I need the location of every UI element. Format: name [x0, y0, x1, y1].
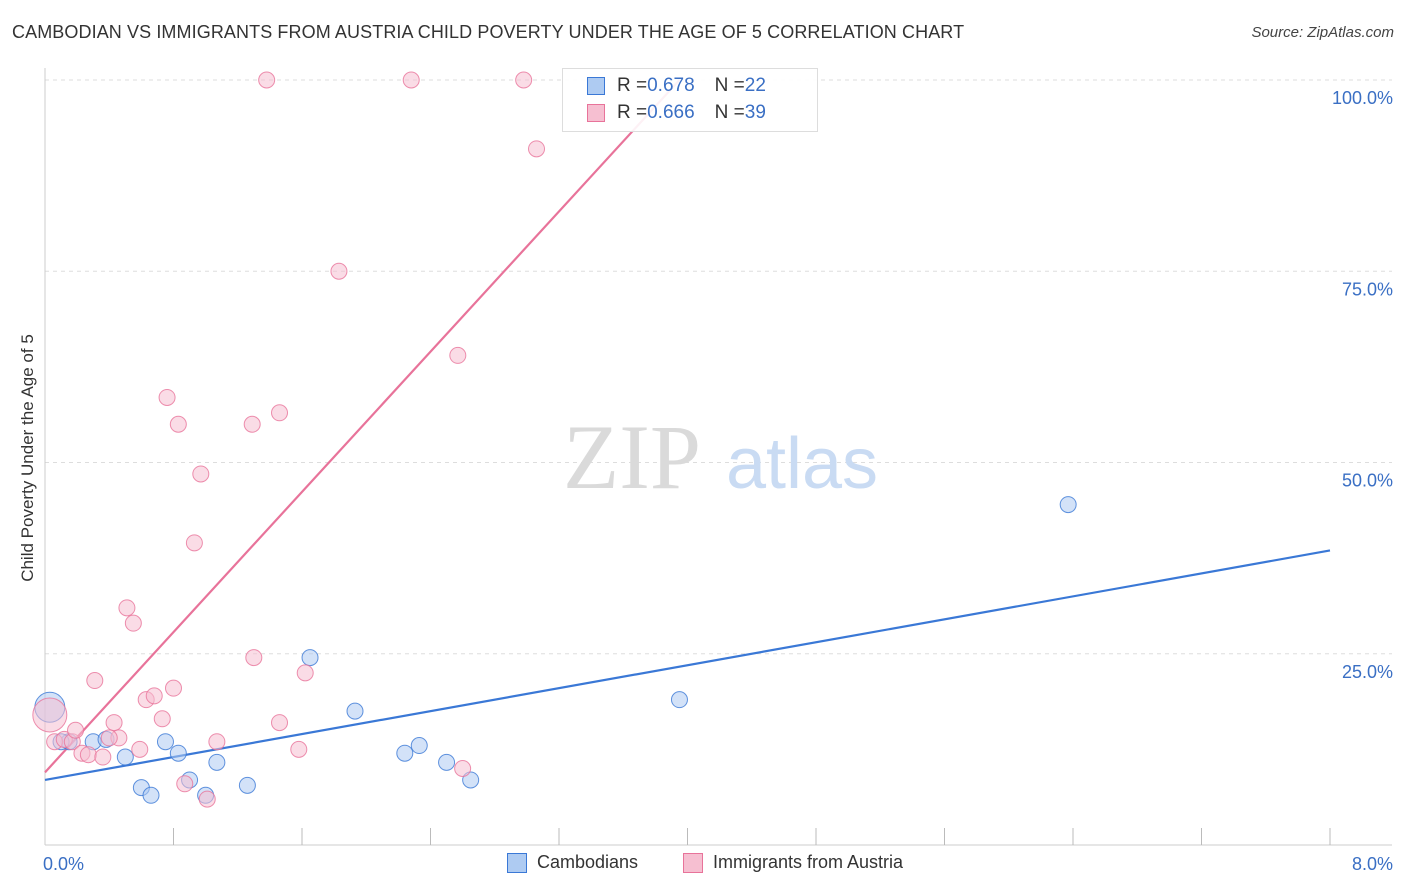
austria-point	[32, 697, 68, 733]
austria-point	[176, 775, 194, 793]
cambodians-point	[396, 744, 414, 762]
cambodians-point	[301, 649, 319, 667]
austria-point	[94, 748, 112, 766]
austria-point	[198, 790, 216, 808]
austria-point	[258, 71, 276, 89]
austria-point	[100, 729, 118, 747]
cambodians-point	[169, 744, 187, 762]
chart-title: CAMBODIAN VS IMMIGRANTS FROM AUSTRIA CHI…	[12, 22, 965, 42]
r-value: 0.678	[647, 75, 695, 96]
legend-item-austria[interactable]: Immigrants from Austria	[683, 852, 903, 873]
austria-point	[290, 740, 308, 758]
watermark-zip: ZIP	[563, 406, 701, 508]
cambodians-point	[346, 702, 364, 720]
cambodians-swatch	[587, 77, 605, 95]
grid-lines	[45, 79, 1392, 655]
y-tick-label: 50.0%	[1342, 471, 1393, 491]
austria-legend-swatch	[683, 852, 703, 873]
austria-point	[67, 721, 85, 739]
cambodians-trend-line	[44, 549, 1331, 782]
austria-point	[169, 415, 187, 433]
cambodians-point	[670, 691, 688, 709]
n-label: N =	[714, 75, 745, 96]
austria-point	[192, 465, 210, 483]
austria-point	[271, 404, 289, 422]
austria-point	[271, 714, 289, 732]
austria-point	[454, 760, 472, 777]
chart-source: Source: ZipAtlas.com	[1251, 24, 1394, 41]
tick-labels: 25.0% 50.0% 75.0% 100.0% 0.0% 8.0%	[43, 88, 1393, 874]
trend-lines	[44, 79, 1331, 782]
austria-point	[118, 599, 136, 617]
cambodians-point	[156, 733, 174, 751]
watermark: ZIP atlas	[563, 406, 878, 508]
stats-legend: R = 0.678 N = 22 R = 0.666 N = 39	[562, 68, 818, 132]
watermark-atlas: atlas	[726, 424, 878, 504]
austria-point	[330, 262, 348, 280]
y-tick-label: 100.0%	[1332, 88, 1393, 108]
cambodians-point	[116, 748, 134, 766]
austria-point	[296, 664, 314, 682]
y-tick-label: 25.0%	[1342, 662, 1393, 682]
x-tick-label: 0.0%	[43, 854, 84, 874]
austria-trend-line	[44, 79, 681, 774]
austria-point	[131, 740, 149, 758]
n-label: N =	[714, 102, 745, 123]
r-label: R =	[617, 102, 648, 123]
cambodians-point	[1059, 496, 1077, 514]
legend-row-cambodians: R = 0.678 N = 22	[587, 75, 766, 97]
austria-point	[243, 415, 261, 433]
austria-point	[402, 71, 420, 89]
austria-point	[208, 733, 226, 751]
cambodians-point	[142, 786, 160, 804]
y-tick-label: 75.0%	[1342, 279, 1393, 299]
austria-point	[145, 687, 163, 705]
austria-point	[185, 534, 203, 552]
axes	[44, 68, 1392, 846]
austria-point	[165, 679, 182, 697]
austria-point	[79, 746, 97, 764]
austria-point	[449, 346, 467, 364]
data-points	[32, 71, 1077, 808]
austria-point	[86, 672, 104, 690]
cambodians-legend-swatch	[507, 852, 527, 873]
austria-point	[124, 614, 142, 632]
austria-point	[105, 714, 123, 732]
legend-label: Cambodians	[537, 852, 639, 872]
austria-swatch	[587, 104, 605, 122]
n-value: 22	[744, 75, 766, 96]
r-label: R =	[617, 75, 648, 96]
x-tick-label: 8.0%	[1352, 854, 1393, 874]
legend-item-cambodians[interactable]: Cambodians	[507, 852, 638, 873]
austria-point	[528, 140, 546, 158]
austria-point	[515, 71, 533, 89]
legend-label: Immigrants from Austria	[713, 852, 904, 872]
r-value: 0.666	[647, 102, 695, 123]
cambodians-point	[438, 753, 456, 771]
legend-row-austria: R = 0.666 N = 39	[587, 102, 766, 124]
cambodians-point	[410, 737, 428, 755]
cambodians-point	[238, 776, 256, 794]
austria-point	[245, 649, 263, 667]
austria-point	[153, 710, 171, 728]
n-value: 39	[744, 102, 766, 123]
austria-point	[158, 388, 176, 406]
cambodians-point	[208, 753, 226, 771]
